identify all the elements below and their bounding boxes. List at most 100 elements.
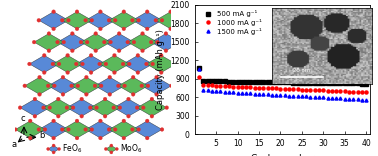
Circle shape bbox=[131, 75, 135, 79]
Line: 1000 mA g⁻¹: 1000 mA g⁻¹ bbox=[197, 76, 368, 94]
Circle shape bbox=[79, 40, 83, 44]
Circle shape bbox=[174, 62, 178, 66]
Circle shape bbox=[130, 128, 134, 131]
Polygon shape bbox=[48, 77, 78, 94]
Circle shape bbox=[103, 97, 107, 101]
1000 mA g⁻¹ bbox=[270, 87, 274, 89]
Circle shape bbox=[164, 32, 168, 35]
Circle shape bbox=[80, 97, 84, 101]
Circle shape bbox=[28, 136, 32, 140]
1000 mA g⁻¹ bbox=[240, 86, 244, 88]
1500 mA g⁻¹ bbox=[278, 94, 283, 96]
Circle shape bbox=[160, 71, 163, 74]
Polygon shape bbox=[104, 34, 134, 51]
Circle shape bbox=[160, 54, 163, 57]
Circle shape bbox=[37, 128, 41, 131]
Text: FeO$_6$: FeO$_6$ bbox=[62, 143, 82, 155]
1500 mA g⁻¹ bbox=[214, 90, 218, 92]
500 mA g⁻¹ bbox=[313, 82, 317, 84]
Circle shape bbox=[154, 18, 158, 22]
Circle shape bbox=[80, 114, 84, 118]
Circle shape bbox=[136, 71, 140, 74]
Circle shape bbox=[52, 10, 56, 14]
Circle shape bbox=[56, 97, 60, 101]
Polygon shape bbox=[151, 34, 181, 51]
Polygon shape bbox=[109, 12, 139, 29]
1000 mA g⁻¹ bbox=[261, 87, 265, 89]
Line: 1500 mA g⁻¹: 1500 mA g⁻¹ bbox=[197, 67, 368, 101]
1500 mA g⁻¹ bbox=[205, 89, 210, 91]
Text: MoO$_6$: MoO$_6$ bbox=[120, 143, 143, 155]
1500 mA g⁻¹ bbox=[325, 97, 330, 99]
1500 mA g⁻¹ bbox=[218, 90, 223, 92]
Circle shape bbox=[67, 128, 70, 131]
500 mA g⁻¹ bbox=[248, 81, 253, 83]
Circle shape bbox=[42, 54, 46, 57]
1000 mA g⁻¹ bbox=[209, 85, 214, 86]
Circle shape bbox=[42, 106, 45, 110]
Circle shape bbox=[169, 10, 172, 14]
500 mA g⁻¹ bbox=[338, 82, 343, 84]
Polygon shape bbox=[85, 121, 115, 138]
500 mA g⁻¹ bbox=[287, 82, 291, 83]
Circle shape bbox=[60, 18, 64, 22]
1500 mA g⁻¹ bbox=[253, 93, 257, 95]
500 mA g⁻¹ bbox=[282, 81, 287, 83]
1000 mA g⁻¹ bbox=[287, 88, 291, 90]
Circle shape bbox=[104, 62, 108, 66]
1000 mA g⁻¹ bbox=[317, 89, 321, 91]
500 mA g⁻¹ bbox=[244, 81, 248, 83]
Circle shape bbox=[113, 54, 116, 57]
1500 mA g⁻¹ bbox=[265, 93, 270, 95]
Circle shape bbox=[113, 18, 117, 22]
Circle shape bbox=[130, 18, 134, 22]
1500 mA g⁻¹ bbox=[308, 96, 313, 98]
1500 mA g⁻¹ bbox=[270, 94, 274, 95]
Circle shape bbox=[46, 84, 50, 88]
Polygon shape bbox=[62, 121, 92, 138]
Circle shape bbox=[126, 40, 130, 44]
500 mA g⁻¹ bbox=[359, 83, 364, 85]
1500 mA g⁻¹ bbox=[201, 89, 206, 91]
Circle shape bbox=[47, 49, 51, 53]
Circle shape bbox=[81, 62, 84, 66]
Circle shape bbox=[155, 93, 158, 96]
500 mA g⁻¹ bbox=[308, 82, 313, 84]
Circle shape bbox=[76, 84, 80, 88]
Circle shape bbox=[144, 62, 148, 66]
Polygon shape bbox=[76, 55, 106, 73]
1000 mA g⁻¹ bbox=[214, 85, 218, 87]
1500 mA g⁻¹ bbox=[338, 98, 343, 99]
Polygon shape bbox=[43, 99, 73, 116]
Circle shape bbox=[52, 144, 55, 147]
500 mA g⁻¹ bbox=[274, 81, 278, 83]
500 mA g⁻¹ bbox=[218, 80, 223, 82]
Circle shape bbox=[179, 40, 183, 44]
Circle shape bbox=[57, 62, 61, 66]
1000 mA g⁻¹ bbox=[347, 91, 351, 93]
1500 mA g⁻¹ bbox=[227, 91, 231, 93]
Circle shape bbox=[84, 128, 87, 131]
Circle shape bbox=[104, 147, 107, 151]
1000 mA g⁻¹ bbox=[338, 90, 343, 92]
500 mA g⁻¹ bbox=[227, 80, 231, 82]
1000 mA g⁻¹ bbox=[351, 91, 356, 93]
Circle shape bbox=[28, 62, 31, 66]
Polygon shape bbox=[15, 121, 45, 138]
Circle shape bbox=[99, 27, 102, 31]
Polygon shape bbox=[156, 12, 186, 29]
Circle shape bbox=[85, 75, 88, 79]
Circle shape bbox=[110, 144, 113, 147]
1500 mA g⁻¹ bbox=[355, 98, 360, 100]
Circle shape bbox=[75, 27, 79, 31]
Circle shape bbox=[18, 106, 22, 110]
1500 mA g⁻¹ bbox=[240, 92, 244, 94]
Polygon shape bbox=[106, 146, 117, 152]
Polygon shape bbox=[137, 99, 167, 116]
1500 mA g⁻¹ bbox=[231, 91, 235, 93]
1500 mA g⁻¹ bbox=[351, 98, 356, 100]
Circle shape bbox=[137, 128, 141, 131]
Circle shape bbox=[155, 75, 158, 79]
500 mA g⁻¹ bbox=[364, 83, 369, 85]
Circle shape bbox=[149, 40, 153, 44]
